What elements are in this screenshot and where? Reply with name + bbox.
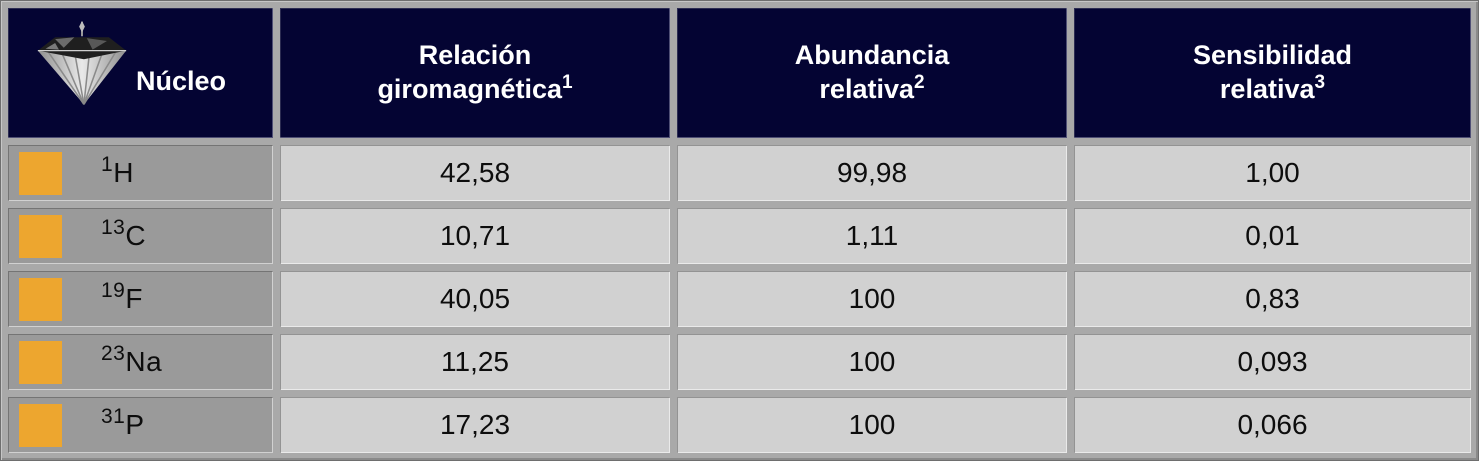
relative-abundance-cell: 1,11	[677, 208, 1067, 264]
element-symbol: P	[125, 409, 145, 440]
element-symbol: F	[125, 283, 143, 314]
table-row: 19F 40,05 100 0,83	[8, 271, 1471, 327]
footnote-marker-2: 2	[914, 72, 925, 93]
relative-sensitivity-cell: 0,066	[1074, 397, 1471, 453]
mass-number: 13	[101, 216, 126, 239]
relative-sensitivity-cell: 1,00	[1074, 145, 1471, 201]
relative-abundance-cell: 100	[677, 397, 1067, 453]
nucleus-cell: 31P	[8, 397, 273, 453]
column-header-abundance-line1: Abundancia	[794, 40, 950, 71]
orange-square-bullet	[19, 277, 62, 321]
column-header-sensitivity-line1: Sensibilidad	[1192, 40, 1353, 71]
mass-number: 31	[101, 405, 126, 428]
relative-sensitivity-cell: 0,83	[1074, 271, 1471, 327]
relative-abundance-cell: 100	[677, 271, 1067, 327]
relative-abundance-cell: 100	[677, 334, 1067, 390]
nucleus-cell: 1H	[8, 145, 273, 201]
nucleus-cell: 23Na	[8, 334, 273, 390]
header-cell-sensitivity: Sensibilidad relativa3	[1074, 8, 1471, 138]
element-symbol: H	[113, 157, 134, 188]
diamond-gem-icon	[34, 20, 130, 123]
mass-number: 23	[101, 342, 126, 365]
column-header-gyro-line1: Relación	[418, 40, 532, 71]
gyromagnetic-ratio-cell: 10,71	[280, 208, 670, 264]
header-cell-nucleus: Núcleo	[8, 8, 273, 138]
table-row: 13C 10,71 1,11 0,01	[8, 208, 1471, 264]
nucleus-label: 23Na	[101, 343, 163, 378]
header-cell-abundance: Abundancia relativa2	[677, 8, 1067, 138]
footnote-marker-1: 1	[561, 72, 573, 93]
gyromagnetic-ratio-cell: 17,23	[280, 397, 670, 453]
footnote-marker-3: 3	[1314, 72, 1326, 93]
element-symbol: C	[125, 220, 147, 251]
table-row: 1H 42,58 99,98 1,00	[8, 145, 1471, 201]
relative-abundance-cell: 99,98	[677, 145, 1067, 201]
nucleus-cell: 19F	[8, 271, 273, 327]
gyromagnetic-ratio-cell: 11,25	[280, 334, 670, 390]
column-header-sensitivity-line2: relativa	[1219, 74, 1315, 104]
nucleus-label: 13C	[101, 217, 147, 252]
gyromagnetic-ratio-cell: 42,58	[280, 145, 670, 201]
orange-square-bullet	[19, 403, 62, 447]
relative-sensitivity-cell: 0,01	[1074, 208, 1471, 264]
relative-sensitivity-cell: 0,093	[1074, 334, 1471, 390]
header-row: Núcleo Relación giromagnética1 Abundanci…	[8, 8, 1471, 138]
nucleus-label: 19F	[101, 280, 143, 315]
mass-number: 1	[101, 153, 114, 176]
header-cell-gyromagnetic: Relación giromagnética1	[280, 8, 670, 138]
gyromagnetic-ratio-cell: 40,05	[280, 271, 670, 327]
column-header-nucleus-label: Núcleo	[136, 66, 227, 97]
table-row: 23Na 11,25 100 0,093	[8, 334, 1471, 390]
mass-number: 19	[101, 279, 126, 302]
table-row: 31P 17,23 100 0,066	[8, 397, 1471, 453]
element-symbol: Na	[125, 346, 163, 377]
column-header-gyro-line2: giromagnética	[377, 74, 562, 104]
orange-square-bullet	[19, 340, 62, 384]
column-header-abundance-line2: relativa	[819, 74, 914, 104]
orange-square-bullet	[19, 151, 62, 195]
nucleus-label: 31P	[101, 406, 145, 441]
nucleus-cell: 13C	[8, 208, 273, 264]
orange-square-bullet	[19, 214, 62, 258]
nucleus-label: 1H	[101, 154, 134, 189]
